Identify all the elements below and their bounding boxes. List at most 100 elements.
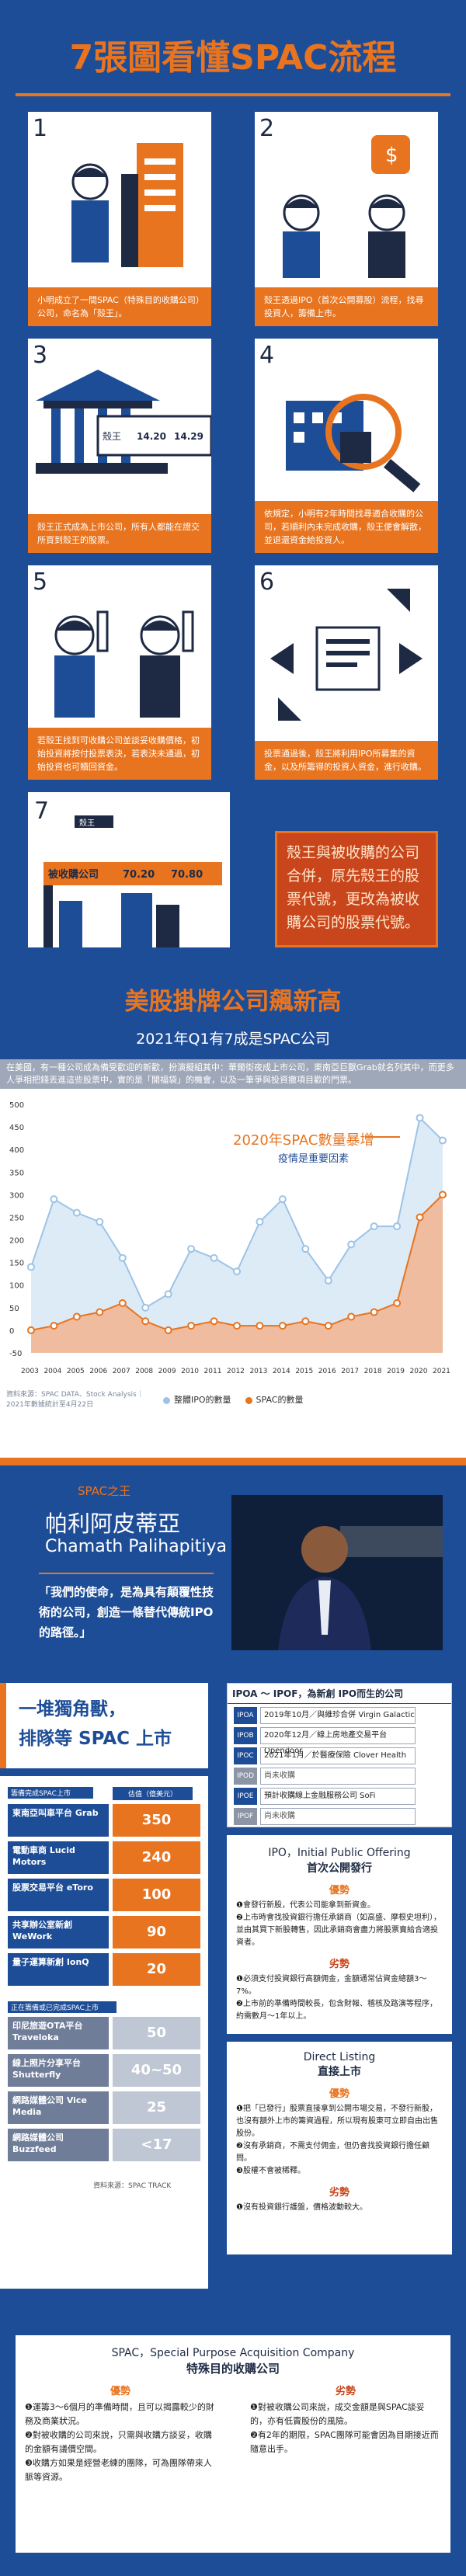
price-2: 14.29 — [174, 431, 203, 442]
ipo-point — [256, 1218, 264, 1226]
annotation-title: 2020年SPAC數量暴增 — [233, 1132, 374, 1149]
divider — [16, 93, 450, 96]
x-tick-label: 2014 — [273, 1368, 290, 1375]
step-number: 6 — [259, 568, 275, 596]
step-number: 5 — [33, 568, 48, 596]
spac-point — [27, 1326, 35, 1334]
x-tick-label: 2006 — [89, 1368, 107, 1375]
table-row: 股票交易平台 eToro 100 — [8, 1879, 200, 1914]
x-tick-label: 2011 — [204, 1368, 222, 1375]
ipo-point — [324, 1276, 332, 1285]
x-tick-label: 2013 — [249, 1368, 267, 1375]
timeline-tag: IPOC — [234, 1747, 257, 1764]
x-tick-label: 2012 — [227, 1368, 245, 1375]
timeline-tag: IPOA — [234, 1707, 257, 1724]
spac-point — [347, 1312, 356, 1321]
person-name: 帕利阿皮蒂亞 — [45, 1510, 181, 1537]
person-en-name: Chamath Palihapitiya — [45, 1537, 227, 1556]
person-subtitle: SPAC之王 — [78, 1484, 131, 1498]
timeline-text: 尚未收購 — [260, 1768, 416, 1785]
direct-listing-pane: Direct Listing 直接上市 優勢 ❶把「已發行」股票直接拿到公開市場… — [227, 2042, 452, 2254]
ipo-con-2: ❷上市前的準備時間較長，包含財報、稽核及路演等程序，約需數月～1年以上。 — [236, 2000, 437, 2021]
unicorn-title-2: 排隊等 SPAC 上市 — [19, 1729, 172, 1749]
chart-source: 資料來源：SPAC DATA、Stock Analysis｜2021年數據統計至… — [6, 1391, 144, 1409]
spac-point — [187, 1322, 196, 1330]
ipo-point — [439, 1136, 447, 1145]
company-name: 共享辦公室新創 WeWork — [8, 1916, 109, 1949]
spac-pro-1: ❶運籌3～6個月的準備時間，且可以揭露較少的財務及商業狀況。 — [25, 2402, 214, 2426]
dl-title: Direct Listing — [303, 2051, 376, 2063]
step-1: 1 小明成立了一間SPAC（特殊目的收購公司）公司，命名為「殼王」。 — [28, 112, 211, 326]
timeline-tag: IPOD — [234, 1768, 257, 1785]
ipo-area — [31, 1118, 443, 1353]
timeline-row: IPOE 預計收購線上金融服務公司 SoFi — [234, 1788, 443, 1806]
x-tick-label: 2018 — [364, 1368, 382, 1375]
chart-legend: 整體IPO的數量 SPAC的數量 — [163, 1393, 303, 1406]
dl-con-1: ❶沒有投資銀行護盤，價格波動較大。 — [236, 2203, 367, 2212]
timeline-header: IPOA ～ IPOF，為新創 IPO而生的公司 — [228, 1684, 451, 1704]
spac-pros: 優勢 ❶運籌3～6個月的準備時間，且可以揭露較少的財務及商業狀況。 ❷對被收購的… — [16, 2383, 225, 2484]
x-tick-label: 2021 — [433, 1368, 450, 1375]
section2-title: 美股掛牌公司飆新高 — [124, 988, 342, 1016]
x-tick-label: 2010 — [181, 1368, 199, 1375]
old-ticker: 殼王 — [79, 818, 95, 828]
lower-section: 一堆獨角獸， 排隊等 SPAC 上市 籌備完成SPAC上市 估值（億美元） 東南… — [0, 1667, 466, 2576]
dl-pro-2: ❷沒有承銷商，不需支付佣金，但仍會找投資銀行擔任顧問。 — [236, 2142, 429, 2163]
timeline-row: IPOC 2021年1月／於醫療保險 Clover Health — [234, 1747, 443, 1766]
y-tick-label: 150 — [9, 1260, 24, 1268]
annotation-subtitle: 疫情是重要因素 — [278, 1152, 349, 1165]
table-row: 網路媒體公司 Buzzfeed <17 — [8, 2129, 200, 2164]
ipo-cons-label: 劣勢 — [329, 1959, 350, 1970]
spac-point — [50, 1322, 58, 1330]
legend-spac-label: SPAC的數量 — [256, 1395, 304, 1405]
spac-pros-label: 優勢 — [110, 2386, 130, 2397]
step-caption: 殼王正式成為上市公司，所有人都能在證交所買到殼王的股票。 — [28, 514, 211, 553]
table-row: 線上照片分享平台 Shutterfly 40~50 — [8, 2054, 200, 2090]
new-ticker: 被收購公司 — [47, 868, 99, 881]
step-number: 4 — [259, 342, 275, 369]
section2-intro: 在美國，有一種公司成為備受歡迎的新歡，扮演擬組其中：華爾街夜成上市公司，東南亞巨… — [0, 1059, 466, 1089]
unicorn-source: 資料來源：SPAC TRACK — [93, 2182, 172, 2190]
ipo-point — [72, 1208, 81, 1217]
spac-con-2: ❷有2年的期限，SPAC團隊可能會因為目期接近而隨意出手。 — [250, 2430, 439, 2454]
x-tick-label: 2017 — [341, 1368, 359, 1375]
ipo-con-1: ❶必須支付投資銀行高額佣金，金額通常佔資金總額3～7%。 — [236, 1975, 427, 1996]
y-tick-label: 100 — [9, 1282, 24, 1291]
x-tick-label: 2009 — [158, 1368, 176, 1375]
table-row: 印尼旅遊OTA平台 Traveloka 50 — [8, 2017, 200, 2053]
y-tick-label: 500 — [9, 1101, 24, 1110]
spac-pane: SPAC，Special Purpose Acquisition Company… — [16, 2335, 450, 2553]
table-row: 量子運算新創 IonQ 20 — [8, 1953, 200, 1989]
table-row: 網路媒體公司 Vice Media 25 — [8, 2091, 200, 2127]
step-6: 6 投票通過後，殼王將利用IPO所募集的資金，以及所籌得的投資人資金，進行收購。 — [255, 565, 438, 780]
spac-point — [439, 1191, 447, 1199]
value-header: 估值（億美元） — [113, 1787, 193, 1800]
x-tick-label: 2019 — [387, 1368, 405, 1375]
steps-grid: 1 小明成立了一間SPAC（特殊目的收購公司）公司，命名為「殼王」。 $ — [0, 96, 466, 780]
timeline-row: IPOB 2020年12月／線上房地產交易平台 Opendoor — [234, 1727, 443, 1755]
timeline-text: 2019年10月／與維珍合併 Virgin Galactic — [260, 1707, 416, 1724]
company-value: 50 — [113, 2017, 200, 2049]
person-photo — [231, 1495, 443, 1650]
ipo-point — [278, 1195, 287, 1204]
company-name: 量子運算新創 IonQ — [8, 1953, 109, 1986]
timeline-text: 2021年1月／於醫療保險 Clover Health — [260, 1747, 416, 1764]
price-1: 70.20 — [123, 869, 155, 881]
step-3: 殼王 14.20 14.29 3 殼王正式成為上市公司，所有人都能在證交所買到殼… — [28, 339, 213, 553]
y-tick-label: 50 — [9, 1305, 19, 1313]
step-caption: 殼王透過IPO（首次公開募股）流程，找尋投資人，籌備上市。 — [255, 287, 438, 326]
dl-subtitle: 直接上市 — [318, 2066, 361, 2078]
ipo-point — [164, 1290, 172, 1298]
step-caption: 若殼王找到可收購公司並談妥收購價格，初始投資將按付投票表決，若表決未通過，初始投… — [28, 728, 211, 780]
y-tick-label: 300 — [9, 1191, 24, 1200]
ipo-timeline: IPOA ～ IPOF，為新創 IPO而生的公司 IPOA 2019年10月／與維… — [227, 1683, 452, 1827]
step-number: 7 — [34, 798, 49, 825]
spac-cons: 劣勢 ❶對被收購公司來說，成交金額是與SPAC談妥的，亦有低賣股份的風險。 ❷有… — [241, 2383, 450, 2484]
ipo-point — [416, 1114, 424, 1122]
company-value: 20 — [113, 1953, 200, 1986]
spac-con-1: ❶對被收購公司來說，成交金額是與SPAC談妥的，亦有低賣股份的風險。 — [250, 2402, 425, 2426]
dl-cons-label: 劣勢 — [329, 2187, 350, 2199]
title-band: 7張圖看懂SPAC流程 — [0, 0, 466, 93]
comparison-column: IPOA ～ IPOF，為新創 IPO而生的公司 IPOA 2019年10月／與維… — [227, 1683, 452, 2254]
